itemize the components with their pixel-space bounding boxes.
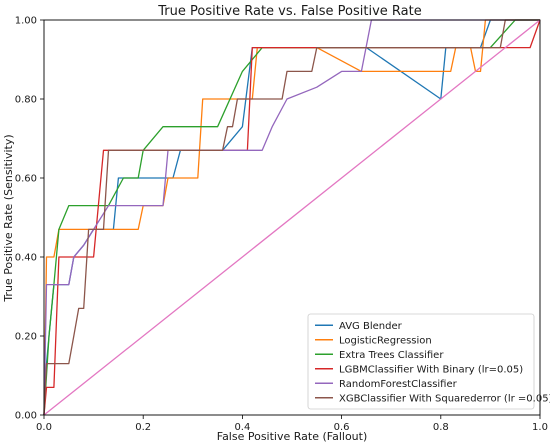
legend-label: XGBClassifier With Squarederror (lr =0.0… [339,393,550,404]
series-line-4 [43,19,540,416]
legend-box [307,313,535,410]
y-axis: 0.00 0.20 0.40 0.60 0.80 1.00 [15,16,44,422]
series-line-5 [43,19,540,416]
legend-label: AVG Blender [339,321,403,332]
x-tick-label: 0.4 [234,422,250,433]
plot-frame [43,19,541,416]
chart-title: True Positive Rate vs. False Positive Ra… [157,4,422,19]
x-tick-label: 0.2 [135,422,151,433]
y-tick-label: 0.80 [15,95,37,106]
x-tick-label: 1.0 [532,422,548,433]
x-tick-label: 0.6 [334,422,350,433]
y-tick-label: 0.20 [15,332,37,343]
y-tick-label: 0.40 [15,253,37,264]
legend: AVG Blender LogisticRegression Extra Trees… [307,313,550,410]
x-axis-title: False Positive Rate (Fallout) [217,430,368,443]
x-axis: 0.0 0.2 0.4 0.6 0.8 1.0 [36,415,548,433]
y-tick-label: 1.00 [15,16,37,27]
y-axis-title: True Positive Rate (Sensitivity) [2,134,15,302]
legend-label: LGBMClassifier With Binary (lr=0.05) [339,364,523,375]
legend-label: RandomForestClassifier [339,379,458,390]
y-tick-label: 0.00 [15,411,37,422]
x-tick-label: 0.0 [36,422,52,433]
x-tick-label: 0.8 [433,422,449,433]
y-tick-label: 0.60 [15,174,37,185]
legend-label: LogisticRegression [339,335,432,346]
plot-lines [43,19,541,416]
series-line-6 [43,19,541,416]
legend-label: Extra Trees Classifier [339,350,444,361]
